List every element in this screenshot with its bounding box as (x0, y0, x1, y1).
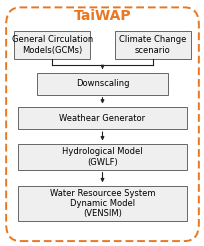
Text: Hydrological Model
(GWLF): Hydrological Model (GWLF) (62, 147, 142, 167)
FancyBboxPatch shape (6, 7, 198, 241)
Text: Water Resourcee System
Dynamic Model
(VENSIM): Water Resourcee System Dynamic Model (VE… (50, 189, 154, 218)
FancyBboxPatch shape (37, 73, 167, 95)
Text: Weathear Generator: Weathear Generator (59, 114, 145, 123)
FancyBboxPatch shape (18, 144, 186, 170)
Text: General Circulation
Models(GCMs): General Circulation Models(GCMs) (12, 35, 92, 55)
FancyBboxPatch shape (14, 31, 90, 59)
FancyBboxPatch shape (18, 186, 186, 221)
Text: Climate Change
scenario: Climate Change scenario (119, 35, 185, 55)
Text: Downscaling: Downscaling (75, 79, 129, 88)
FancyBboxPatch shape (114, 31, 190, 59)
FancyBboxPatch shape (18, 107, 186, 129)
Text: TaiWAP: TaiWAP (73, 9, 131, 23)
